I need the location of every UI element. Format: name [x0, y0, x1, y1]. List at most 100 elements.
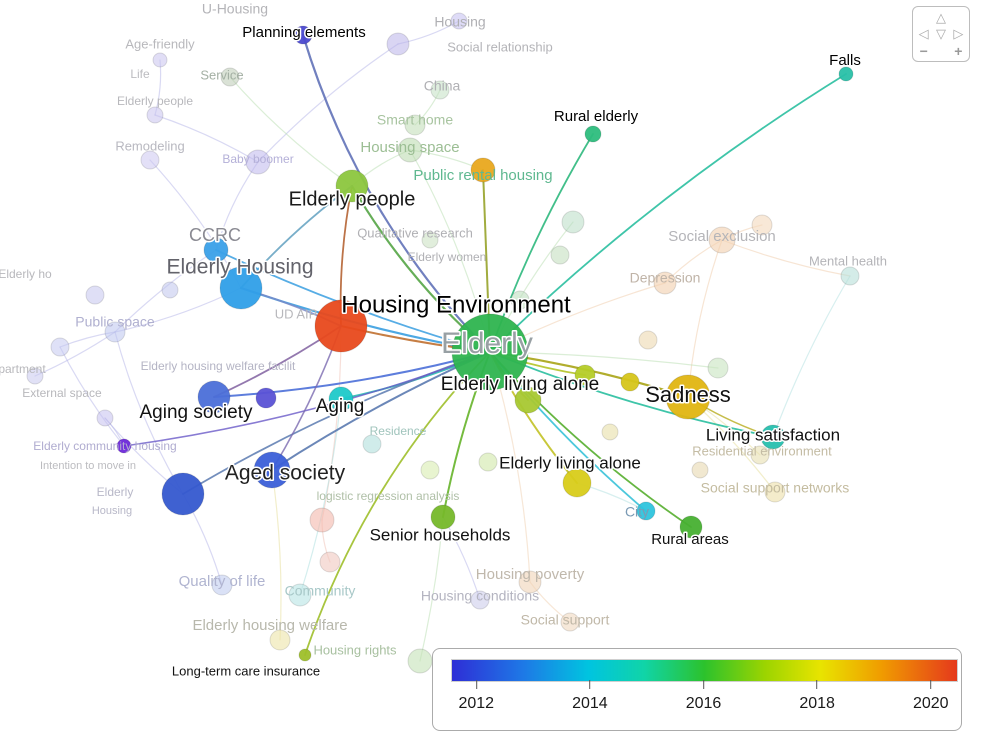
node-label[interactable]: Age-friendly [125, 36, 195, 51]
node[interactable] [653, 271, 677, 295]
node-label[interactable]: UD AIP [275, 306, 318, 321]
node-label[interactable]: Aging [314, 395, 366, 419]
pan-right-button[interactable]: ▷ [953, 27, 963, 40]
node-label[interactable]: Housing poverty [476, 566, 585, 583]
node[interactable] [584, 125, 602, 143]
node[interactable] [840, 266, 860, 286]
node-label[interactable]: Elderly people [117, 94, 193, 108]
node[interactable] [550, 245, 570, 265]
pan-up-button[interactable]: △ [936, 11, 946, 24]
node-label[interactable]: Social support networks [701, 480, 850, 496]
node-label[interactable]: Sadness [644, 380, 733, 408]
node-label[interactable]: Elderly [97, 485, 134, 499]
pan-left-button[interactable]: ◁ [919, 27, 929, 40]
node[interactable] [211, 574, 233, 596]
zoom-in-button[interactable]: + [954, 44, 962, 58]
node-label[interactable]: Falls [828, 50, 863, 70]
node[interactable] [518, 570, 542, 594]
node-label[interactable]: Elderly housing welfare facilit [141, 359, 296, 373]
node-label[interactable]: Planning elements [241, 22, 367, 42]
node-label[interactable]: Residence [370, 424, 427, 438]
node[interactable] [838, 66, 854, 82]
node-label[interactable]: Apartment [0, 362, 46, 376]
node[interactable] [335, 169, 369, 203]
node-label[interactable]: Community [285, 583, 356, 599]
node[interactable] [219, 266, 263, 310]
node[interactable] [470, 590, 490, 610]
node[interactable] [255, 387, 277, 409]
node-label[interactable]: CCRC [188, 223, 243, 246]
node[interactable] [665, 374, 711, 420]
node-label[interactable]: Qualitative research [357, 225, 473, 240]
node[interactable] [146, 106, 164, 124]
node[interactable] [560, 612, 580, 632]
node[interactable] [620, 372, 640, 392]
node-label[interactable]: Mental health [809, 253, 887, 268]
node-label[interactable]: Quality of life [179, 573, 266, 590]
node[interactable] [85, 285, 105, 305]
node[interactable] [636, 501, 656, 521]
node-label[interactable]: Social support [521, 612, 610, 628]
node[interactable] [751, 214, 773, 236]
node-label[interactable]: Senior households [368, 524, 512, 546]
zoom-out-button[interactable]: − [920, 44, 928, 58]
node[interactable] [514, 386, 542, 414]
node[interactable] [760, 424, 786, 450]
node[interactable] [404, 114, 426, 136]
node[interactable] [750, 445, 770, 465]
node[interactable] [407, 648, 433, 674]
node-label[interactable]: Housing Environment [340, 290, 573, 320]
node[interactable] [314, 299, 368, 353]
node[interactable] [104, 321, 126, 343]
node-label[interactable]: Rural elderly [552, 106, 640, 126]
node-label[interactable]: Baby boomer [222, 152, 293, 166]
node[interactable] [764, 481, 786, 503]
node-label[interactable]: Elderly [440, 325, 535, 361]
node-label[interactable]: China [424, 78, 461, 94]
node[interactable] [707, 357, 729, 379]
node[interactable] [293, 25, 313, 45]
node-label[interactable]: Aging society [138, 401, 255, 425]
node[interactable] [708, 226, 736, 254]
node[interactable] [245, 149, 271, 175]
node[interactable] [203, 237, 229, 263]
node-label[interactable]: Depression [630, 270, 701, 286]
node-label[interactable]: Elderly community housing [33, 439, 176, 453]
node[interactable] [478, 452, 498, 472]
node[interactable] [562, 468, 592, 498]
node[interactable] [362, 434, 382, 454]
node[interactable] [430, 504, 456, 530]
node[interactable] [430, 80, 450, 100]
node-label[interactable]: Housing conditions [421, 588, 539, 604]
node[interactable] [510, 290, 530, 310]
node-label[interactable]: City [625, 504, 649, 520]
node[interactable] [319, 551, 341, 573]
node-label[interactable]: Housing [92, 505, 132, 517]
node[interactable] [96, 409, 114, 427]
node[interactable] [451, 313, 529, 391]
node[interactable] [140, 150, 160, 170]
node-label[interactable]: Rural areas [650, 529, 731, 549]
node[interactable] [152, 52, 168, 68]
node-label[interactable]: Residential environment [692, 443, 832, 458]
node[interactable] [298, 648, 312, 662]
node-label[interactable]: Social relationship [447, 39, 553, 54]
node[interactable] [450, 12, 468, 30]
node-label[interactable]: Smart home [377, 112, 453, 128]
node-label[interactable]: Social exclusion [668, 228, 776, 245]
node[interactable] [691, 461, 709, 479]
node-label[interactable]: Elderly ho [0, 267, 52, 281]
node[interactable] [397, 137, 423, 163]
node-label[interactable]: Service [200, 67, 243, 82]
node[interactable] [386, 32, 410, 56]
node[interactable] [116, 438, 132, 454]
node[interactable] [26, 367, 44, 385]
node[interactable] [161, 472, 205, 516]
node[interactable] [638, 330, 658, 350]
node-label[interactable]: U-Housing [202, 1, 268, 17]
node[interactable] [220, 67, 240, 87]
node-label[interactable]: Remodeling [115, 138, 184, 153]
node[interactable] [269, 629, 291, 651]
node[interactable] [420, 460, 440, 480]
